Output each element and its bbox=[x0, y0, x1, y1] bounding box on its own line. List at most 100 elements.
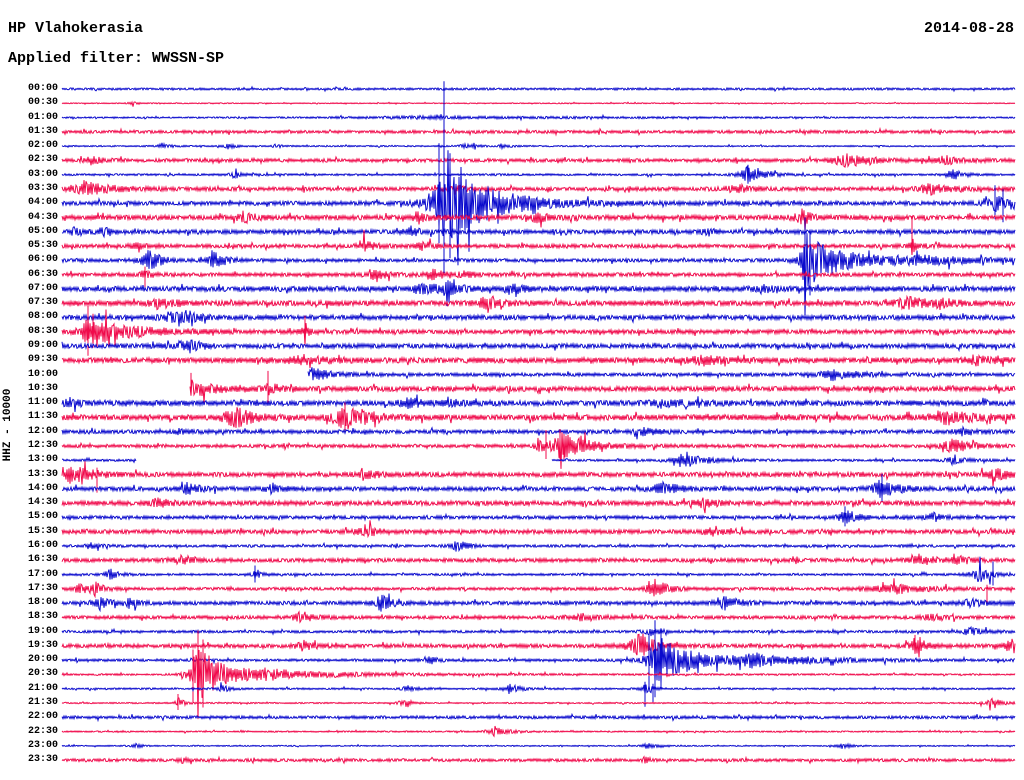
trace-19:30 bbox=[61, 633, 1016, 658]
time-label-16:00: 16:00 bbox=[27, 539, 58, 551]
time-label-12:00: 12:00 bbox=[27, 425, 58, 437]
time-label-08:30: 08:30 bbox=[27, 325, 58, 337]
trace-05:00 bbox=[61, 225, 1016, 239]
time-label-10:00: 10:00 bbox=[27, 368, 58, 380]
time-label-09:00: 09:00 bbox=[27, 340, 58, 352]
time-label-13:00: 13:00 bbox=[27, 454, 58, 466]
time-label-00:30: 00:30 bbox=[27, 97, 58, 109]
trace-17:00 bbox=[61, 556, 1016, 586]
trace-11:00 bbox=[61, 394, 1016, 412]
time-label-17:00: 17:00 bbox=[27, 568, 58, 580]
trace-09:00 bbox=[61, 339, 1016, 354]
time-label-14:00: 14:00 bbox=[27, 482, 58, 494]
time-label-19:00: 19:00 bbox=[27, 625, 58, 637]
trace-12:30 bbox=[61, 429, 1016, 469]
time-label-09:30: 09:30 bbox=[27, 354, 58, 366]
time-label-01:30: 01:30 bbox=[27, 125, 58, 137]
trace-21:30 bbox=[61, 694, 1016, 711]
applied-filter: Applied filter: WWSSN-SP bbox=[8, 50, 225, 67]
time-label-21:00: 21:00 bbox=[27, 682, 58, 694]
trace-03:30 bbox=[61, 180, 1016, 196]
trace-02:00 bbox=[61, 141, 1016, 151]
trace-20:30 bbox=[61, 630, 1016, 720]
time-label-13:30: 13:30 bbox=[27, 468, 58, 480]
time-label-03:00: 03:00 bbox=[27, 168, 58, 180]
time-label-21:30: 21:30 bbox=[27, 697, 58, 709]
time-label-22:00: 22:00 bbox=[27, 711, 58, 723]
trace-18:00 bbox=[61, 593, 1016, 613]
time-label-18:00: 18:00 bbox=[27, 597, 58, 609]
time-label-04:30: 04:30 bbox=[27, 211, 58, 223]
trace-08:30 bbox=[61, 305, 1016, 356]
time-label-20:00: 20:00 bbox=[27, 654, 58, 666]
time-label-22:30: 22:30 bbox=[27, 725, 58, 737]
trace-03:00 bbox=[61, 164, 1016, 184]
trace-20:00 bbox=[61, 620, 1016, 698]
trace-11:30 bbox=[61, 402, 1016, 431]
trace-15:00 bbox=[61, 506, 1016, 527]
time-label-15:00: 15:00 bbox=[27, 511, 58, 523]
trace-08:00 bbox=[61, 310, 1016, 327]
time-label-01:00: 01:00 bbox=[27, 111, 58, 123]
record-date: 2014-08-28 bbox=[923, 20, 1014, 37]
time-label-00:00: 00:00 bbox=[27, 83, 58, 94]
time-label-15:30: 15:30 bbox=[27, 525, 58, 537]
time-label-08:00: 08:00 bbox=[27, 311, 58, 323]
trace-22:00 bbox=[61, 712, 1016, 723]
trace-06:00 bbox=[61, 217, 1016, 316]
time-label-06:00: 06:00 bbox=[27, 254, 58, 266]
trace-00:00 bbox=[61, 85, 1016, 93]
trace-04:00 bbox=[61, 81, 1016, 274]
time-label-11:00: 11:00 bbox=[27, 397, 58, 409]
time-label-23:30: 23:30 bbox=[27, 754, 58, 766]
trace-05:30 bbox=[61, 216, 1016, 256]
time-label-04:00: 04:00 bbox=[27, 197, 58, 209]
trace-23:00 bbox=[61, 742, 1016, 750]
time-label-17:30: 17:30 bbox=[27, 582, 58, 594]
time-label-12:30: 12:30 bbox=[27, 440, 58, 451]
time-label-05:30: 05:30 bbox=[27, 240, 58, 252]
time-axis-labels: 00:00 00:30 01:00 01:30 02:00 02:30 03:00 03:30… bbox=[0, 0, 58, 780]
trace-16:00 bbox=[61, 541, 1016, 553]
trace-07:30 bbox=[61, 294, 1016, 313]
trace-15:30 bbox=[61, 520, 1016, 539]
time-label-06:30: 06:30 bbox=[27, 268, 58, 280]
time-label-18:30: 18:30 bbox=[27, 611, 58, 623]
time-label-23:00: 23:00 bbox=[27, 739, 58, 751]
trace-19:00 bbox=[61, 625, 1016, 637]
trace-17:30 bbox=[61, 578, 1016, 603]
trace-13:30 bbox=[61, 461, 1016, 493]
trace-13:00 bbox=[61, 451, 1016, 468]
station-name: HP Vlahokerasia bbox=[8, 20, 144, 37]
time-label-07:00: 07:00 bbox=[27, 282, 58, 294]
time-label-19:30: 19:30 bbox=[27, 639, 58, 651]
trace-18:30 bbox=[61, 610, 1016, 624]
trace-14:30 bbox=[61, 497, 1016, 514]
trace-16:30 bbox=[61, 553, 1016, 567]
trace-12:00 bbox=[61, 425, 1016, 440]
trace-22:30 bbox=[61, 725, 1016, 738]
time-label-11:30: 11:30 bbox=[27, 411, 58, 423]
time-label-14:30: 14:30 bbox=[27, 497, 58, 509]
time-label-07:30: 07:30 bbox=[27, 297, 58, 309]
trace-02:30 bbox=[61, 153, 1016, 169]
trace-23:30 bbox=[61, 755, 1016, 765]
trace-00:30 bbox=[61, 100, 1016, 107]
trace-07:00 bbox=[61, 279, 1016, 307]
trace-10:30 bbox=[189, 370, 1016, 405]
time-label-02:30: 02:30 bbox=[27, 154, 58, 166]
time-label-16:30: 16:30 bbox=[27, 554, 58, 566]
trace-10:00 bbox=[307, 367, 1016, 382]
trace-01:30 bbox=[61, 126, 1016, 137]
time-label-05:00: 05:00 bbox=[27, 225, 58, 237]
trace-09:30 bbox=[61, 353, 1016, 369]
time-label-10:30: 10:30 bbox=[27, 382, 58, 394]
trace-01:00 bbox=[61, 113, 1016, 122]
time-label-02:00: 02:00 bbox=[27, 140, 58, 152]
time-label-20:30: 20:30 bbox=[27, 668, 58, 680]
trace-04:30 bbox=[61, 208, 1016, 233]
trace-06:30 bbox=[61, 266, 1016, 290]
trace-14:00 bbox=[61, 473, 1016, 502]
